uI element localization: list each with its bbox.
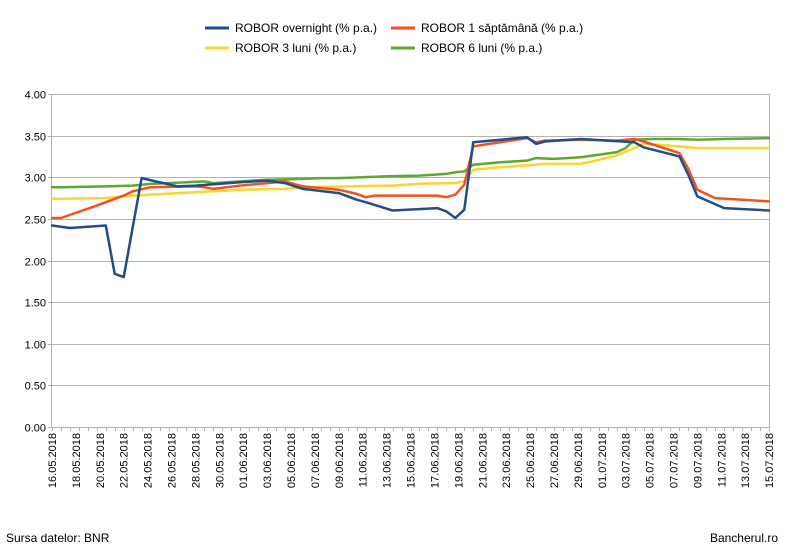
x-tick-label: 21.06.2018 [477, 433, 489, 488]
y-tick-label: 0.00 [25, 423, 46, 435]
y-tick-label: 2.50 [25, 215, 46, 227]
x-tick-label: 15.07.2018 [764, 433, 776, 488]
x-tick-label: 28.05.2018 [190, 433, 202, 488]
x-tick-label: 18.05.2018 [71, 433, 83, 488]
x-axis-tick-labels: 16.05.2018 18.05.2018 20.05.2018 22.05.2018… [47, 427, 776, 488]
gridlines [48, 94, 769, 428]
x-tick-label: 11.07.2018 [716, 433, 728, 487]
y-tick-label: 1.00 [25, 340, 46, 352]
x-tick-label: 24.05.2018 [143, 433, 155, 488]
legend-label-3: ROBOR 6 luni (% p.a.) [421, 41, 542, 55]
x-tick-label: 07.06.2018 [310, 433, 322, 488]
x-tick-label: 09.07.2018 [692, 433, 704, 488]
x-tick-label: 13.07.2018 [740, 433, 752, 488]
x-tick-label: 17.06.2018 [429, 433, 441, 488]
x-tick-label: 13.06.2018 [382, 433, 394, 488]
x-tick-label: 20.05.2018 [95, 433, 107, 488]
x-tick-label: 01.06.2018 [238, 433, 250, 488]
x-tick-label: 22.05.2018 [119, 433, 131, 488]
series-lines [50, 136, 771, 279]
x-tick-label: 16.05.2018 [47, 433, 59, 488]
x-tick-label: 05.06.2018 [286, 433, 298, 488]
x-tick-label: 01.07.2018 [597, 433, 609, 488]
x-tick-label: 03.06.2018 [262, 433, 274, 488]
y-tick-label: 2.00 [25, 257, 46, 269]
y-tick-label: 1.50 [25, 298, 46, 310]
x-tick-label: 15.06.2018 [406, 433, 418, 488]
y-axis-tick-labels: 0.00 0.50 1.00 1.50 2.00 2.50 3.00 3.50 4.00 [25, 90, 46, 435]
y-tick-label: 3.50 [25, 132, 46, 144]
legend-label-1: ROBOR 1 săptămână (% p.a.) [421, 21, 583, 35]
series-line-1 [50, 136, 771, 220]
series-line-2 [50, 142, 771, 201]
legend: ROBOR overnight (% p.a.) ROBOR 1 săptămân… [205, 21, 583, 55]
x-tick-label: 19.06.2018 [453, 433, 465, 488]
y-tick-label: 3.00 [25, 173, 46, 185]
y-tick-label: 4.00 [25, 90, 46, 102]
x-tick-label: 30.05.2018 [214, 433, 226, 488]
legend-label-2: ROBOR 3 luni (% p.a.) [235, 41, 356, 55]
x-tick-label: 29.06.2018 [573, 433, 585, 488]
y-tick-label: 0.50 [25, 381, 46, 393]
x-tick-label: 09.06.2018 [334, 433, 346, 488]
x-tick-label: 11.06.2018 [358, 433, 370, 487]
source-note: Sursa datelor: BNR [6, 531, 110, 545]
x-tick-label: 27.06.2018 [549, 433, 561, 488]
x-tick-label: 26.05.2018 [167, 433, 179, 488]
x-tick-label: 03.07.2018 [621, 433, 633, 488]
x-tick-label: 25.06.2018 [525, 433, 537, 488]
x-tick-label: 23.06.2018 [501, 433, 513, 488]
series-line-0 [50, 136, 771, 279]
x-tick-label: 05.07.2018 [645, 433, 657, 488]
legend-label-0: ROBOR overnight (% p.a.) [235, 21, 377, 35]
x-tick-label: 07.07.2018 [668, 433, 680, 488]
brand-name: Bancherul.ro [709, 531, 778, 545]
